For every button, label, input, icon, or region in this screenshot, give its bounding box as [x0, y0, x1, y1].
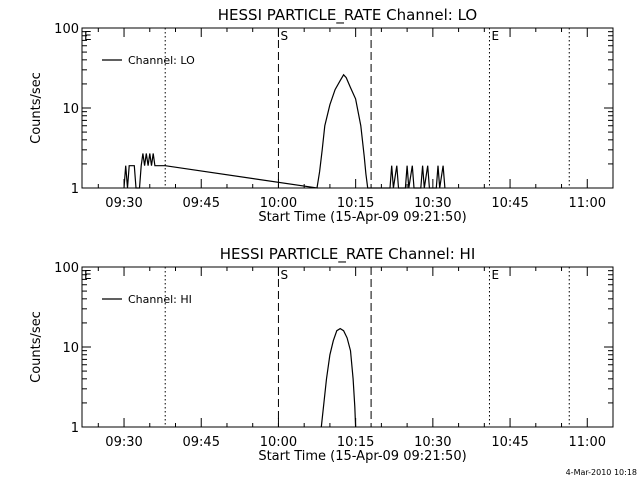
- chart-title: HESSI PARTICLE_RATE Channel: LO: [218, 6, 477, 25]
- footer-timestamp: 4-Mar-2010 10:18: [566, 468, 637, 477]
- x-axis-label: Start Time (15-Apr-09 09:21:50): [258, 210, 466, 225]
- x-tick-label: 10:45: [491, 196, 528, 211]
- event-marker-label: S: [280, 268, 288, 282]
- chart-title: HESSI PARTICLE_RATE Channel: HI: [220, 245, 476, 264]
- x-tick-label: 10:00: [260, 435, 297, 450]
- plot-frame: [81, 266, 614, 428]
- y-tick-label: 1: [71, 182, 79, 197]
- plot-hi-channel: HESSI PARTICLE_RATE Channel: HI 1 10 100 09:…: [29, 245, 614, 464]
- event-marker-label: S: [280, 29, 288, 43]
- event-marker-label: E: [84, 268, 92, 282]
- x-tick-label: 09:30: [105, 196, 142, 211]
- series-line: [320, 327, 357, 428]
- y-axis-label: Counts/sec: [29, 311, 44, 383]
- legend-label: Channel: HI: [128, 293, 192, 306]
- y-tick-label: 10: [62, 102, 79, 117]
- legend-label: Channel: LO: [128, 54, 195, 67]
- y-tick-label: 10: [62, 341, 79, 356]
- x-tick-label: 10:00: [260, 196, 297, 211]
- event-marker-label: E: [84, 29, 92, 43]
- plot-lo-channel: HESSI PARTICLE_RATE Channel: LO 1 10 100 09:…: [29, 6, 614, 225]
- x-tick-label: 10:45: [491, 435, 528, 450]
- x-tick-label: 10:30: [414, 196, 451, 211]
- x-tick-label: 09:45: [183, 435, 220, 450]
- x-tick-label: 09:45: [183, 196, 220, 211]
- y-tick-label: 100: [54, 261, 79, 276]
- y-axis-label: Counts/sec: [29, 72, 44, 144]
- plot-frame: [81, 27, 614, 189]
- event-marker-label: E: [491, 268, 499, 282]
- x-tick-label: 09:30: [105, 435, 142, 450]
- x-tick-label: 10:15: [337, 196, 374, 211]
- x-axis-label: Start Time (15-Apr-09 09:21:50): [258, 449, 466, 464]
- x-tick-label: 11:00: [569, 196, 606, 211]
- x-tick-label: 11:00: [569, 435, 606, 450]
- y-tick-label: 100: [54, 22, 79, 37]
- x-tick-label: 10:15: [337, 435, 374, 450]
- x-tick-label: 10:30: [414, 435, 451, 450]
- event-marker-label: E: [491, 29, 499, 43]
- y-tick-label: 1: [71, 421, 79, 436]
- series-line: [123, 73, 446, 189]
